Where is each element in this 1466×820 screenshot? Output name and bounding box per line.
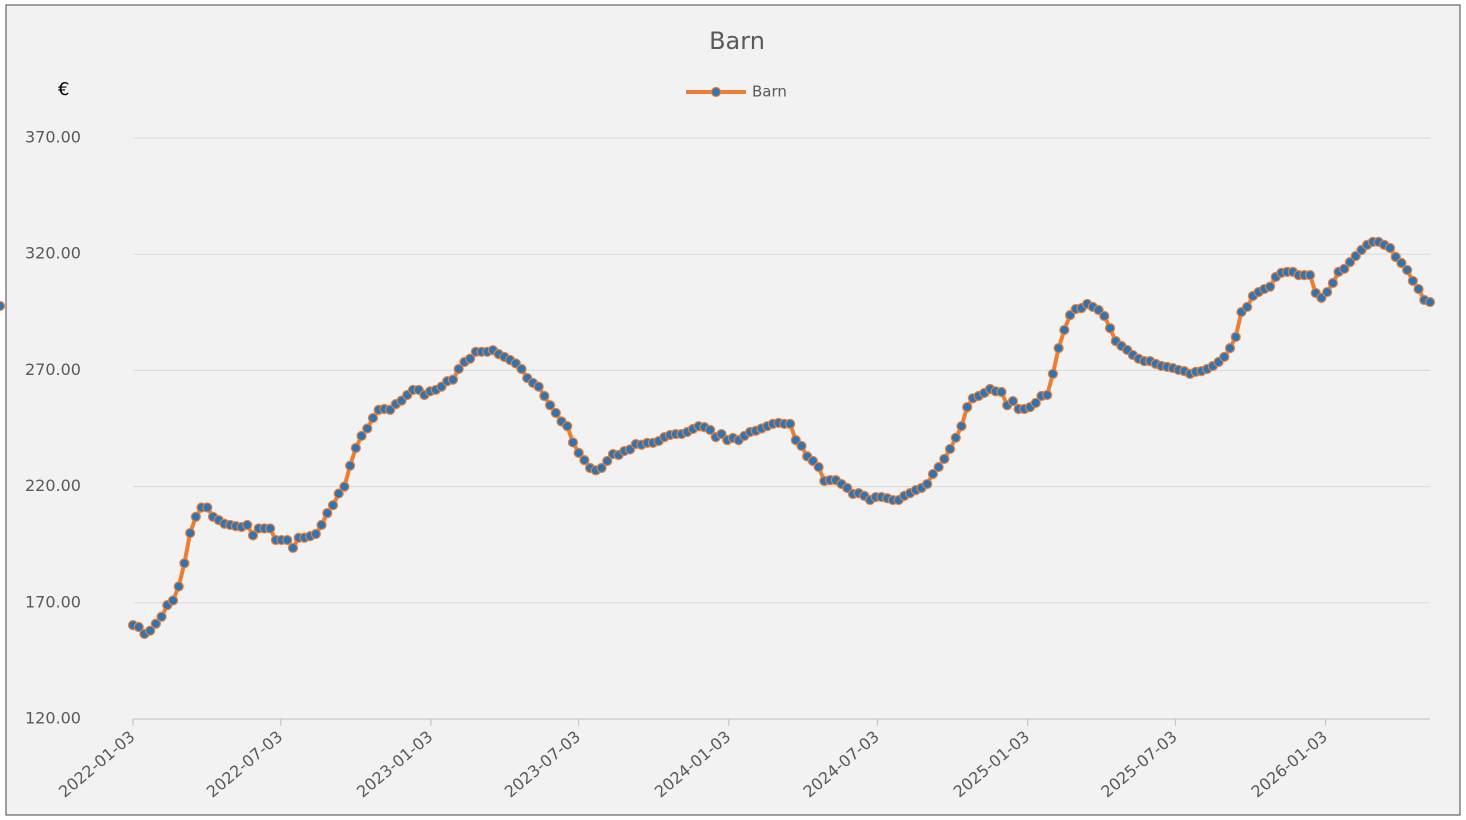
chart-area <box>5 4 1461 816</box>
point <box>602 455 613 467</box>
point <box>1030 397 1041 409</box>
point <box>465 353 476 364</box>
point <box>944 443 956 455</box>
y-tick-label: 370.00 <box>25 128 81 147</box>
point <box>1219 351 1230 363</box>
point <box>202 502 213 513</box>
point <box>322 507 333 519</box>
point <box>996 386 1007 398</box>
point <box>265 523 276 534</box>
point <box>567 437 579 448</box>
point <box>1104 323 1116 334</box>
point <box>327 500 339 511</box>
point <box>287 542 299 554</box>
point <box>1224 342 1236 354</box>
legend-label: Barn <box>752 83 787 101</box>
point <box>1042 389 1053 401</box>
point <box>784 418 796 429</box>
point <box>1339 263 1350 274</box>
point <box>179 558 190 569</box>
point <box>807 455 819 467</box>
point <box>453 363 464 375</box>
point <box>0 300 6 312</box>
point <box>156 611 167 622</box>
legend-marker <box>710 86 722 98</box>
point <box>562 421 573 432</box>
point <box>1390 251 1401 263</box>
y-tick-label: 320.00 <box>25 244 81 263</box>
point <box>1384 242 1396 254</box>
point <box>516 363 527 375</box>
y-tick-label: 170.00 <box>25 592 81 611</box>
point <box>1242 301 1253 313</box>
point <box>356 430 367 442</box>
point <box>345 460 356 471</box>
point <box>704 424 716 435</box>
point <box>150 618 161 629</box>
point <box>350 442 361 454</box>
point <box>316 519 327 531</box>
point <box>539 390 550 402</box>
point <box>310 528 321 540</box>
point <box>1413 283 1424 295</box>
point <box>133 621 144 633</box>
point <box>333 488 344 499</box>
point <box>339 481 350 492</box>
chart-title: Barn <box>709 27 765 55</box>
point <box>544 400 556 411</box>
point <box>1424 296 1436 308</box>
point <box>1327 277 1338 289</box>
point <box>447 374 459 385</box>
point <box>247 530 259 541</box>
point <box>716 428 727 440</box>
point <box>242 519 253 531</box>
point <box>1402 264 1413 276</box>
point <box>185 527 196 539</box>
point <box>842 482 853 494</box>
point <box>190 511 201 522</box>
point <box>1053 342 1064 354</box>
point <box>1059 324 1070 336</box>
point <box>1304 270 1316 281</box>
point <box>1350 250 1361 262</box>
point <box>956 421 967 432</box>
point <box>1264 281 1276 292</box>
point <box>1407 275 1418 287</box>
point <box>796 440 807 452</box>
y-tick-label: 220.00 <box>25 476 81 495</box>
y-tick-label: 120.00 <box>25 709 81 728</box>
point <box>550 407 561 419</box>
point <box>579 455 590 466</box>
point <box>1099 310 1110 322</box>
point <box>1064 309 1076 321</box>
point <box>813 461 824 473</box>
point <box>145 625 156 636</box>
point <box>1007 395 1019 407</box>
point <box>167 595 179 606</box>
point <box>1047 368 1058 379</box>
point <box>573 447 584 459</box>
point <box>927 468 939 480</box>
y-tick-label: 270.00 <box>25 360 81 379</box>
point <box>1344 257 1356 268</box>
point <box>367 412 379 424</box>
point <box>596 462 607 474</box>
point <box>1093 304 1104 316</box>
point <box>1396 257 1407 269</box>
y-axis-label: € <box>58 79 69 100</box>
point <box>962 402 973 413</box>
point <box>950 432 961 443</box>
point <box>922 478 933 490</box>
point <box>1230 331 1241 343</box>
point <box>282 534 293 546</box>
point <box>939 453 950 465</box>
point <box>533 381 544 392</box>
point <box>173 581 184 592</box>
point <box>933 461 944 473</box>
point <box>362 423 373 434</box>
point <box>1322 286 1333 298</box>
